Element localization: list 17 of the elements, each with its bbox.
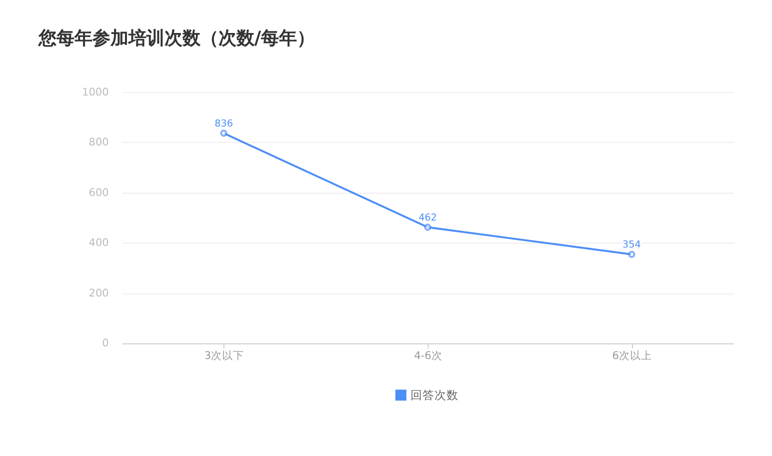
point	[424, 224, 432, 231]
y-tick-label: 400	[88, 237, 109, 250]
x-tick-label: 3次以下	[204, 349, 244, 362]
legend-label: 回答次数	[410, 388, 458, 402]
point	[628, 250, 636, 258]
y-tick-label: 800	[88, 136, 109, 149]
data-label: 354	[622, 240, 641, 251]
x-tick-label: 4-6次	[414, 350, 442, 362]
chart-title: 您每年参加培训次数（次数/每年）	[37, 28, 316, 50]
point	[220, 130, 228, 137]
x-tick-label: 6次以上	[612, 349, 652, 362]
y-tick-label: 600	[88, 186, 109, 199]
y-tick-label: 200	[88, 287, 109, 300]
data-label: 836	[214, 118, 233, 130]
y-tick-label: 1000	[82, 86, 109, 98]
data-label: 462	[418, 212, 437, 224]
y-tick-label: 0	[102, 338, 109, 350]
